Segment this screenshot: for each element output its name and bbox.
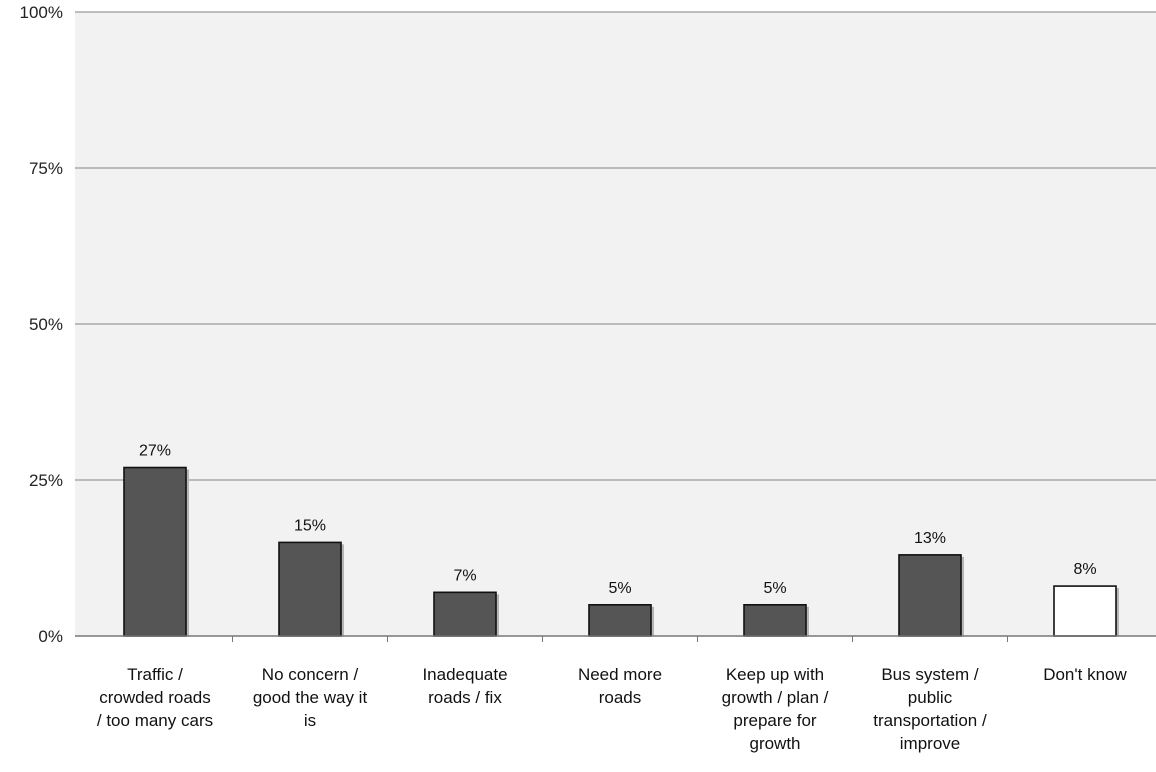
data-label: 27%: [139, 443, 171, 460]
data-label: 7%: [453, 567, 476, 584]
data-label: 8%: [1073, 561, 1096, 578]
x-tick-label: transportation /: [873, 711, 987, 730]
x-tick-label: growth / plan /: [722, 688, 829, 707]
x-tick-label: public: [908, 688, 953, 707]
x-axis-category-labels: Traffic / crowded roads / too many cars No …: [97, 636, 1127, 753]
x-tick-label: No concern /: [262, 665, 359, 684]
x-tick-label: prepare for: [733, 711, 816, 730]
bar: [1053, 585, 1117, 637]
x-tick-label: good the way it: [253, 688, 368, 707]
bar: [433, 591, 497, 637]
bars: [123, 466, 1119, 637]
bar: [278, 541, 342, 637]
bar: [743, 603, 807, 637]
y-tick-label: 50%: [29, 315, 63, 334]
y-axis-tick-labels: 0% 25% 50% 75% 100%: [20, 3, 63, 646]
data-label: 5%: [763, 580, 786, 597]
x-tick-label: Inadequate: [422, 665, 507, 684]
bar: [588, 603, 652, 637]
data-label: 5%: [608, 580, 631, 597]
x-tick-label: Keep up with: [726, 665, 824, 684]
y-tick-label: 25%: [29, 471, 63, 490]
x-tick-label: roads / fix: [428, 688, 502, 707]
x-tick-label: / too many cars: [97, 711, 213, 730]
gridlines: [75, 11, 1156, 481]
x-tick-label: improve: [900, 734, 960, 753]
data-label: 13%: [914, 530, 946, 547]
y-tick-label: 100%: [20, 3, 63, 22]
x-tick-label: growth: [749, 734, 800, 753]
x-tick-label: crowded roads: [99, 688, 211, 707]
y-tick-label: 75%: [29, 159, 63, 178]
x-tick-label: Need more: [578, 665, 662, 684]
bar: [898, 554, 962, 637]
y-tick-label: 0%: [38, 627, 63, 646]
x-tick-label: Don't know: [1043, 665, 1127, 684]
x-tick-label: is: [304, 711, 316, 730]
x-tick-label: Bus system /: [881, 665, 979, 684]
x-tick-label: Traffic /: [127, 665, 183, 684]
data-labels: 27% 15% 7% 5% 5% 13% 8%: [139, 443, 1097, 597]
x-tick-label: roads: [599, 688, 642, 707]
data-label: 15%: [294, 517, 326, 534]
bar: [123, 466, 187, 637]
